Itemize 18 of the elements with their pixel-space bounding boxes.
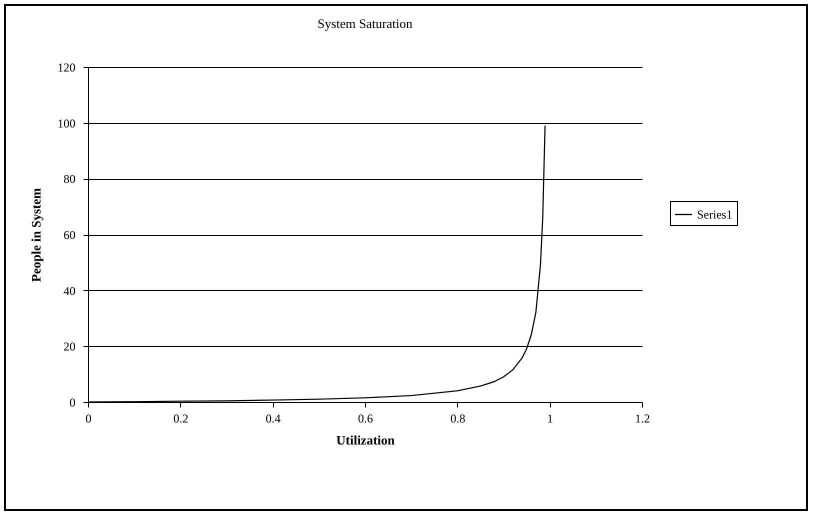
y-tick-label: 60 xyxy=(64,228,76,242)
y-tick-label: 120 xyxy=(58,60,76,74)
chart-title: System Saturation xyxy=(318,16,413,31)
x-tick-label: 0 xyxy=(86,412,92,426)
y-tick-label: 20 xyxy=(64,340,76,354)
y-tick-label: 0 xyxy=(70,396,76,410)
x-tick-label: 0.4 xyxy=(266,412,281,426)
x-axis-title: Utilization xyxy=(336,432,396,448)
x-tick-label: 0.6 xyxy=(358,412,373,426)
x-tick-label: 1.2 xyxy=(635,412,650,426)
y-tick-label: 40 xyxy=(64,284,76,298)
x-tick-label: 0.2 xyxy=(173,412,188,426)
y-axis-title: People in System xyxy=(28,188,44,282)
x-tick-label: 1 xyxy=(547,412,554,426)
y-tick-label: 100 xyxy=(58,116,76,130)
y-tick-label: 80 xyxy=(64,172,76,186)
legend-label: Series1 xyxy=(697,208,732,222)
x-tick-label: 0.8 xyxy=(450,412,466,426)
